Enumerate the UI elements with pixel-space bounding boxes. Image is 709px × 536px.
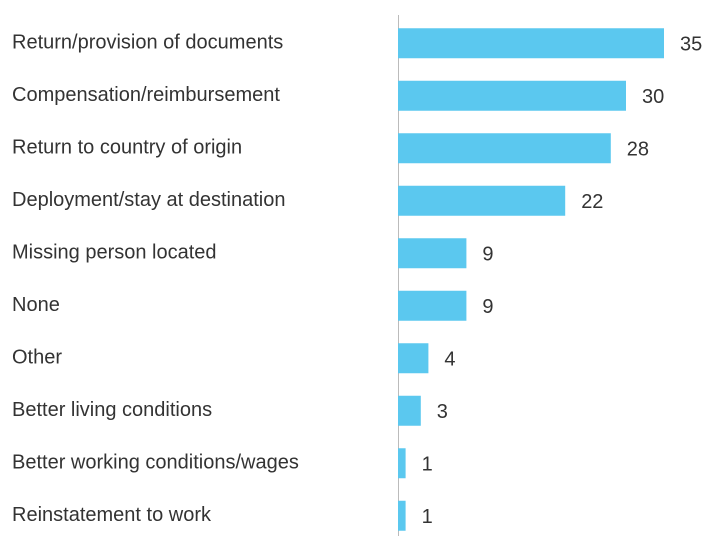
bar [398, 448, 406, 479]
value-label: 28 [627, 139, 649, 161]
value-label: 1 [422, 506, 433, 528]
bar [398, 238, 467, 269]
bar [398, 28, 664, 59]
category-label: Reinstatement to work [12, 504, 212, 526]
category-label: Better working conditions/wages [12, 452, 299, 474]
category-label: Return/provision of documents [12, 32, 283, 54]
value-label: 3 [437, 401, 448, 423]
bar [398, 290, 467, 321]
value-label: 4 [444, 349, 455, 371]
value-label: 22 [581, 191, 603, 213]
category-label: Other [12, 347, 62, 369]
bar [398, 133, 611, 164]
value-label: 30 [642, 86, 664, 108]
category-label: Return to country of origin [12, 137, 242, 159]
value-label: 1 [422, 454, 433, 476]
value-label: 35 [680, 34, 702, 56]
value-label: 9 [482, 296, 493, 318]
category-label: Compensation/reimbursement [12, 84, 280, 106]
bar [398, 80, 626, 111]
category-label: None [12, 294, 60, 316]
value-label: 9 [482, 244, 493, 266]
bar [398, 395, 421, 426]
bar [398, 185, 566, 216]
bar [398, 500, 406, 531]
category-label: Better living conditions [12, 399, 212, 421]
category-label: Deployment/stay at destination [12, 189, 286, 211]
category-label: Missing person located [12, 242, 217, 264]
bar [398, 343, 429, 374]
